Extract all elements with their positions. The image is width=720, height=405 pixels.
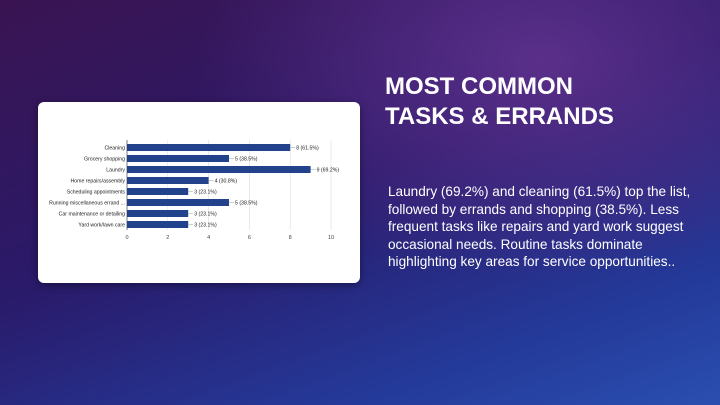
bar [127, 166, 311, 173]
y-category-label: Car maintenance or detailing [59, 212, 125, 218]
y-category-label: Running miscellaneous errand ... [49, 201, 125, 207]
data-label: 8 (61.5%) [296, 146, 319, 152]
x-tick-label: 8 [289, 235, 292, 241]
y-category-label: Yard work/lawn care [78, 223, 125, 229]
data-label: 9 (69.2%) [317, 168, 340, 174]
y-category-label: Scheduling appointments [67, 190, 126, 196]
x-tick-label: 0 [125, 235, 128, 241]
data-label: 3 (23.1%) [194, 190, 217, 196]
bar [127, 210, 189, 217]
y-category-label: Cleaning [105, 146, 126, 152]
title-line: MOST COMMON [385, 73, 573, 100]
bar [127, 188, 189, 195]
bar-chart: 0 2 4 6 8 10 Cleaning 8 (61.5%) Grocery shopping… [49, 140, 340, 241]
x-tick-label: 4 [207, 235, 210, 241]
data-label: 4 (30.8%) [215, 179, 238, 185]
data-label: 3 (23.1%) [194, 223, 217, 229]
title-line: TASKS & ERRANDS [385, 103, 614, 130]
bar [127, 155, 229, 162]
x-tick-label: 2 [166, 235, 169, 241]
y-category-label: Home repairs/assembly [71, 179, 126, 185]
data-label: 5 (38.5%) [235, 157, 258, 163]
x-tick-label: 10 [328, 235, 334, 241]
bar [127, 144, 291, 151]
chart-card: 0 2 4 6 8 10 Cleaning 8 (61.5%) Grocery shopping… [38, 102, 360, 283]
bar [127, 177, 209, 184]
bar [127, 221, 189, 228]
bar [127, 199, 229, 206]
slide-body: Laundry (69.2%) and cleaning (61.5%) top… [388, 184, 691, 270]
x-tick-label: 6 [248, 235, 251, 241]
data-label: 3 (23.1%) [194, 212, 217, 218]
y-category-label: Grocery shopping [84, 157, 125, 163]
data-label: 5 (38.5%) [235, 201, 258, 207]
y-category-label: Laundry [106, 168, 125, 174]
slide-title: MOST COMMON TASKS & ERRANDS [385, 72, 705, 132]
